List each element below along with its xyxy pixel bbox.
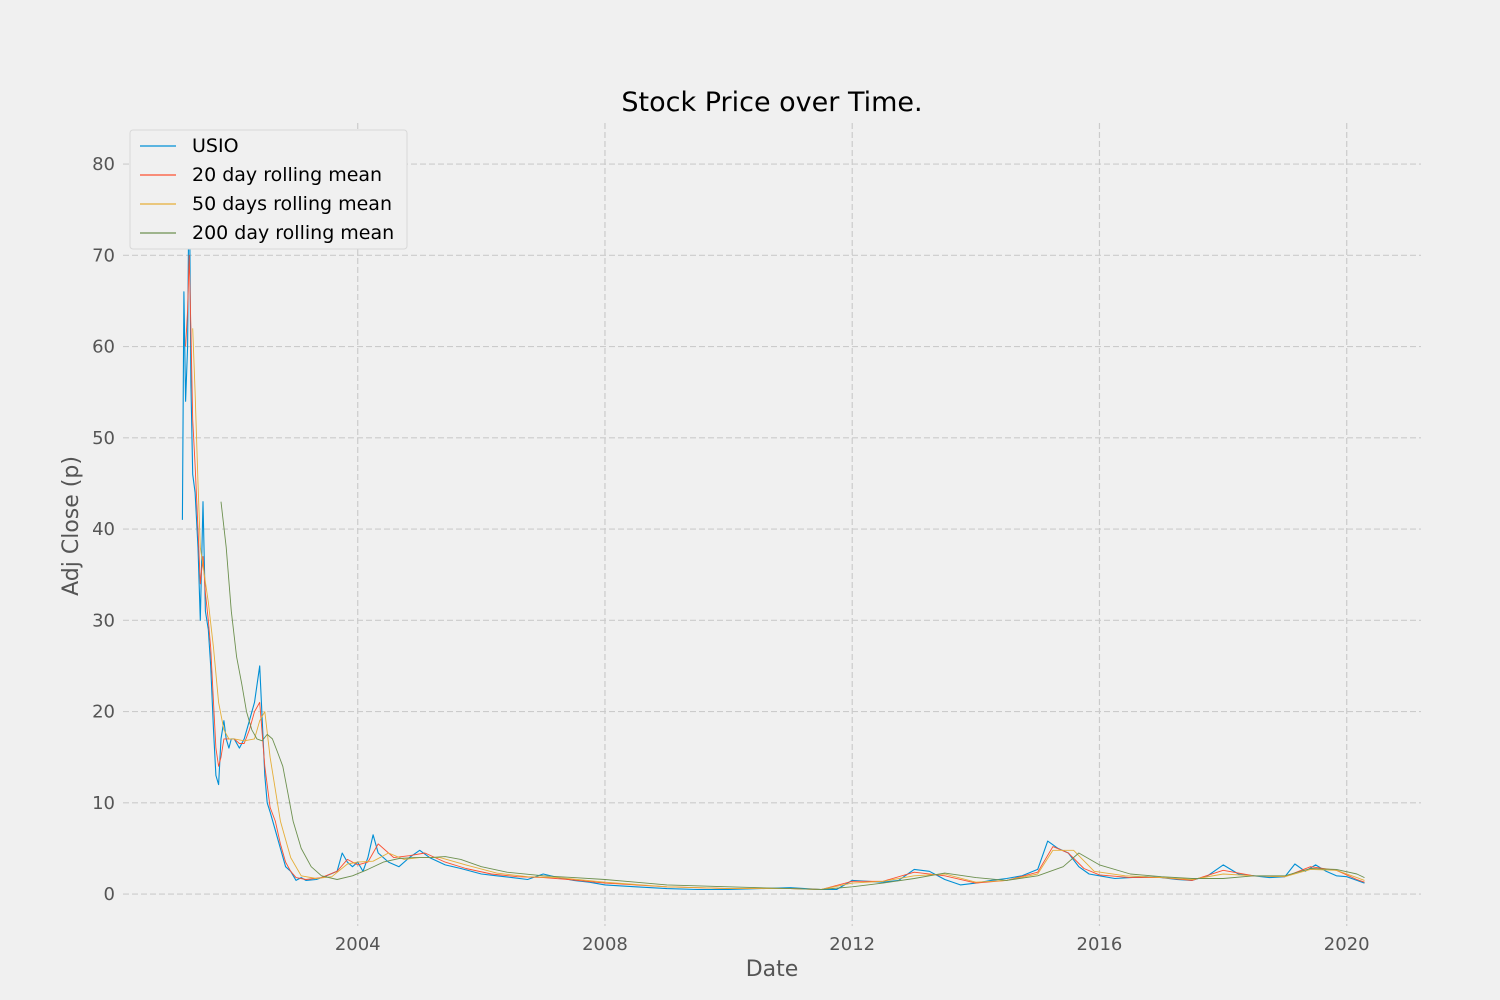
- legend-label: 50 days rolling mean: [192, 193, 392, 215]
- y-axis-title: Adj Close (p): [59, 456, 84, 596]
- series-line-4: [220, 501, 1365, 890]
- plot-background: [123, 123, 1421, 926]
- series-lines: [181, 154, 1365, 891]
- x-tick-labels: 2004 2008 2012 2016 2020: [335, 934, 1370, 955]
- series-line-1: [181, 154, 1365, 891]
- x-axis-title: Date: [746, 957, 799, 982]
- legend-label: 20 day rolling mean: [192, 164, 382, 186]
- y-tick-label: 10: [92, 793, 115, 814]
- y-tick-label: 20: [92, 702, 115, 723]
- x-tick-label: 2004: [335, 934, 381, 955]
- x-tick-label: 2008: [582, 934, 628, 955]
- y-tick-label: 70: [92, 245, 115, 266]
- series-line-3: [192, 328, 1365, 890]
- series-line-2: [185, 254, 1365, 890]
- y-tick-label: 40: [92, 519, 115, 540]
- x-tick-label: 2016: [1077, 934, 1123, 955]
- y-gridlines: [123, 163, 1421, 895]
- legend-box: [129, 129, 408, 250]
- y-tick-label: 0: [104, 884, 115, 905]
- y-tick-labels: 0 10 20 30 40 50 60 70 80: [92, 154, 115, 905]
- x-gridlines: [357, 123, 1348, 926]
- y-tick-label: 80: [92, 154, 115, 175]
- chart-title: Stock Price over Time.: [621, 87, 922, 118]
- y-tick-label: 60: [92, 337, 115, 358]
- legend: USIO 20 day rolling mean 50 days rolling m…: [129, 129, 408, 250]
- x-tick-label: 2020: [1324, 934, 1370, 955]
- y-tick-label: 30: [92, 610, 115, 631]
- legend-label: USIO: [192, 135, 239, 157]
- legend-label: 200 day rolling mean: [192, 222, 394, 244]
- y-tick-label: 50: [92, 428, 115, 449]
- x-tick-label: 2012: [829, 934, 875, 955]
